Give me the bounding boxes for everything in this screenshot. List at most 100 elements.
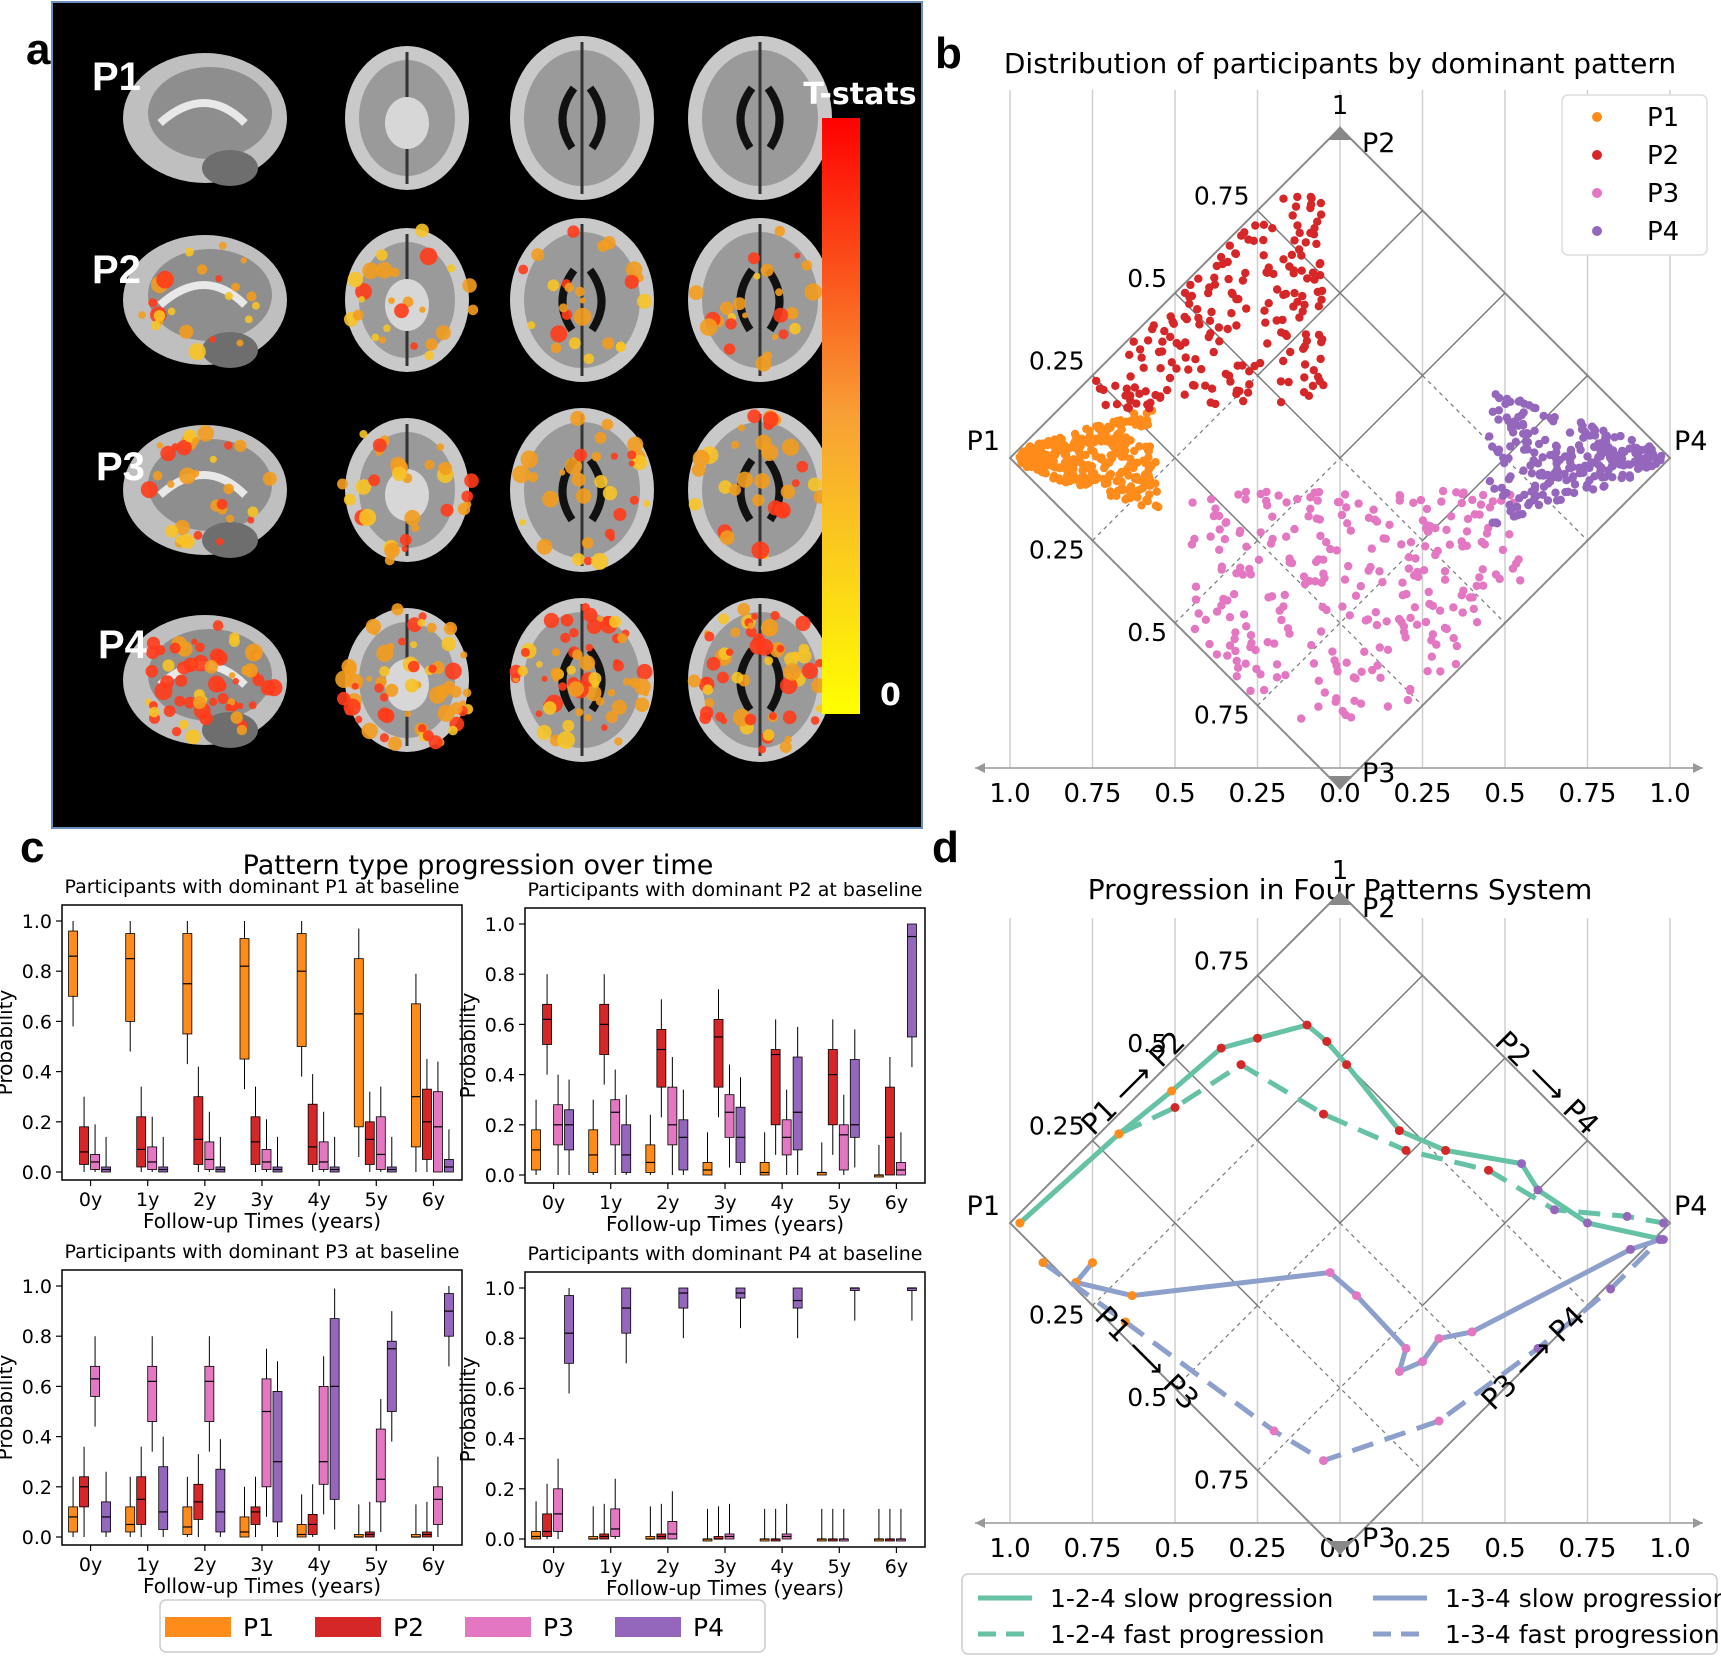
- activation-blob: [262, 471, 277, 486]
- scatter-point-p4: [1582, 483, 1591, 492]
- scatter-point-p2: [1224, 274, 1233, 284]
- scatter-point-p3: [1322, 605, 1331, 615]
- activation-blob: [191, 638, 198, 645]
- scatter-point-p2: [1263, 339, 1272, 348]
- activation-blob: [570, 410, 586, 426]
- activation-blob: [193, 696, 206, 709]
- scatter-point-p4: [1625, 460, 1635, 469]
- x-tick-label: 2y: [193, 1189, 216, 1211]
- scatter-point-p3: [1314, 676, 1324, 685]
- activation-blob: [383, 324, 391, 333]
- activation-blob: [780, 484, 796, 499]
- activation-blob: [720, 301, 734, 315]
- scatter-point-p4: [1533, 459, 1543, 468]
- panel-c-boxplots: c Pattern type progression over time Par…: [0, 823, 926, 1653]
- activation-blob: [737, 602, 751, 616]
- scatter-point-p3: [1337, 510, 1347, 520]
- inner-grid-solid: [1422, 1140, 1588, 1306]
- panel-b-legend: P1 P2 P3 P4: [1561, 94, 1708, 256]
- scatter-point-p1: [1085, 426, 1094, 435]
- scatter-point-p3: [1332, 546, 1341, 555]
- scatter-point-p4: [1566, 448, 1576, 457]
- activation-blob: [615, 341, 626, 352]
- scatter-point-p2: [1232, 386, 1242, 395]
- scatter-point-p3: [1476, 500, 1486, 509]
- scatter-point-p2: [1228, 290, 1237, 299]
- scatter-point-p2: [1186, 280, 1195, 290]
- activation-blob: [562, 719, 575, 732]
- activation-blob: [214, 679, 227, 692]
- scatter-point-p1: [1033, 455, 1043, 464]
- activation-blob: [591, 451, 602, 462]
- box-p2: [599, 1003, 610, 1055]
- scatter-point-p2: [1316, 210, 1326, 219]
- scatter-point-p3: [1205, 639, 1214, 649]
- box-p3: [204, 1141, 215, 1170]
- scatter-point-p2: [1227, 309, 1236, 318]
- scatter-point-p1: [1145, 442, 1155, 451]
- scatter-point-p4: [1601, 472, 1610, 482]
- scatter-point-p4: [1491, 390, 1500, 399]
- activation-blob: [791, 651, 800, 660]
- scatter-point-p3: [1251, 645, 1260, 655]
- scatter-point-p4: [1519, 466, 1528, 475]
- scatter-point-p4: [1585, 476, 1594, 485]
- scatter-point-p3: [1516, 576, 1525, 585]
- activation-blob: [232, 678, 239, 685]
- scatter-point-p2: [1286, 347, 1295, 357]
- activation-blob: [568, 337, 581, 350]
- activation-blob: [636, 663, 653, 680]
- panel-d-progression: d Progression in Four Patterns System 1.…: [932, 823, 1721, 1655]
- upper-tick-label: 0.5: [1127, 264, 1167, 293]
- scatter-point-p4: [1564, 487, 1573, 496]
- activation-blob: [192, 437, 200, 445]
- activation-blob: [547, 279, 560, 292]
- scatter-point-p3: [1409, 498, 1418, 507]
- scatter-point-p3: [1375, 567, 1384, 576]
- scatter-point-p2: [1167, 358, 1177, 367]
- activation-blob: [343, 493, 356, 506]
- boxplot-legend-label-p3: P3: [543, 1613, 574, 1642]
- scatter-point-p2: [1130, 383, 1140, 392]
- activation-blob: [815, 659, 824, 668]
- corner-label-p3: P3: [1362, 1523, 1395, 1554]
- y-tick-label: 0.8: [22, 961, 52, 983]
- activation-blob: [617, 633, 628, 644]
- x-tick-label: 5y: [828, 1556, 851, 1578]
- activation-blob: [780, 676, 798, 695]
- scatter-point-p3: [1356, 582, 1366, 591]
- scatter-point-p3: [1385, 520, 1394, 529]
- activation-blob: [138, 311, 146, 319]
- activation-blob: [376, 249, 388, 261]
- activation-blob: [379, 693, 389, 702]
- scatter-point-p3: [1346, 526, 1356, 535]
- activation-blob: [188, 343, 206, 361]
- scatter-point-p3: [1225, 641, 1235, 650]
- scatter-point-p3: [1463, 514, 1473, 524]
- x-axis-label: Follow-up Times (years): [606, 1576, 844, 1600]
- box-p1: [531, 1531, 541, 1540]
- box-p4: [444, 1159, 454, 1173]
- activation-blob: [359, 430, 368, 439]
- y-tick-label: 0.6: [22, 1376, 52, 1398]
- panel-label-b: b: [935, 29, 962, 78]
- scatter-point-p1: [1050, 463, 1060, 472]
- y-tick-label: 0.4: [22, 1062, 52, 1084]
- activation-blob: [355, 715, 363, 724]
- scatter-point-p1: [1120, 446, 1130, 455]
- box-p4: [386, 1340, 397, 1412]
- activation-blob: [706, 656, 721, 671]
- box-p3: [896, 1162, 906, 1176]
- box-p2: [193, 1096, 204, 1165]
- scatter-point-p2: [1209, 347, 1218, 357]
- scatter-point-p2: [1279, 255, 1288, 264]
- box-p3: [261, 1149, 272, 1170]
- activation-blob: [776, 644, 785, 653]
- activation-blob: [408, 660, 420, 673]
- activation-blob: [179, 324, 194, 339]
- scatter-point-p2: [1180, 390, 1189, 399]
- activation-blob: [355, 283, 372, 300]
- scatter-point-p3: [1370, 515, 1380, 524]
- activation-blob: [359, 508, 377, 527]
- scatter-point-p3: [1268, 534, 1277, 544]
